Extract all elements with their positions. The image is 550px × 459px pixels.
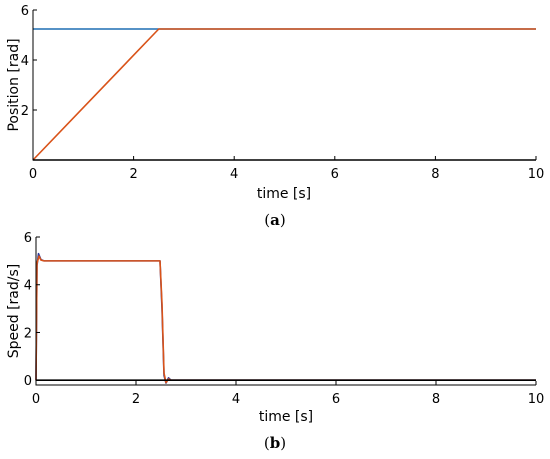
- position-x-tick-label: 0: [29, 167, 37, 182]
- speed-y-axis-label: Speed [rad/s]: [6, 264, 22, 359]
- speed-plot: 0 2 4 6 8 10 0 2 4 6 time [s] Speed [rad/s] (b): [6, 231, 544, 452]
- speed-x-tick-label: 2: [132, 392, 140, 407]
- speed-y-tick-label: 2: [24, 326, 32, 341]
- position-y-tick-label: 4: [21, 54, 29, 69]
- position-axes-frame: [32, 10, 536, 161]
- position-x-tick-label: 2: [129, 167, 137, 182]
- speed-series-layer: [35, 252, 536, 384]
- position-series-line-2: [32, 28, 536, 161]
- speed-caption: (b): [264, 434, 286, 452]
- speed-axes-frame: [35, 237, 536, 386]
- position-x-tick-label: 4: [230, 167, 238, 182]
- position-y-ticks: 2 4 6: [21, 4, 37, 119]
- speed-x-tick-label: 10: [528, 392, 545, 407]
- speed-y-tick-label: 0: [24, 374, 32, 389]
- speed-x-tick-label: 8: [432, 392, 440, 407]
- position-x-tick-label: 8: [431, 167, 439, 182]
- speed-series-line-2: [35, 255, 536, 384]
- speed-x-axis-label: time [s]: [259, 409, 313, 425]
- speed-y-ticks: 0 2 4 6: [24, 231, 40, 389]
- speed-series-line-1: [35, 252, 536, 384]
- position-y-tick-label: 6: [21, 4, 29, 19]
- position-x-tick-label: 6: [331, 167, 339, 182]
- position-x-tick-label: 10: [528, 167, 545, 182]
- position-plot: 0 2 4 6 8 10 2 4 6 time [s] Position [rad] (a): [6, 4, 544, 229]
- position-caption-letter: a: [270, 211, 280, 229]
- speed-x-tick-label: 4: [232, 392, 240, 407]
- position-y-tick-label: 2: [21, 104, 29, 119]
- position-y-axis-label: Position [rad]: [6, 38, 22, 131]
- speed-x-tick-label: 6: [332, 392, 340, 407]
- speed-y-tick-label: 6: [24, 231, 32, 246]
- position-caption: (a): [264, 211, 285, 229]
- speed-caption-letter: b: [270, 434, 281, 452]
- speed-x-tick-label: 0: [32, 392, 40, 407]
- position-x-axis-label: time [s]: [257, 186, 311, 202]
- position-series-layer: [32, 28, 536, 161]
- speed-x-ticks: 0 2 4 6 8 10: [32, 381, 544, 407]
- speed-y-tick-label: 4: [24, 279, 32, 294]
- position-x-ticks: 0 2 4 6 8 10: [29, 156, 544, 182]
